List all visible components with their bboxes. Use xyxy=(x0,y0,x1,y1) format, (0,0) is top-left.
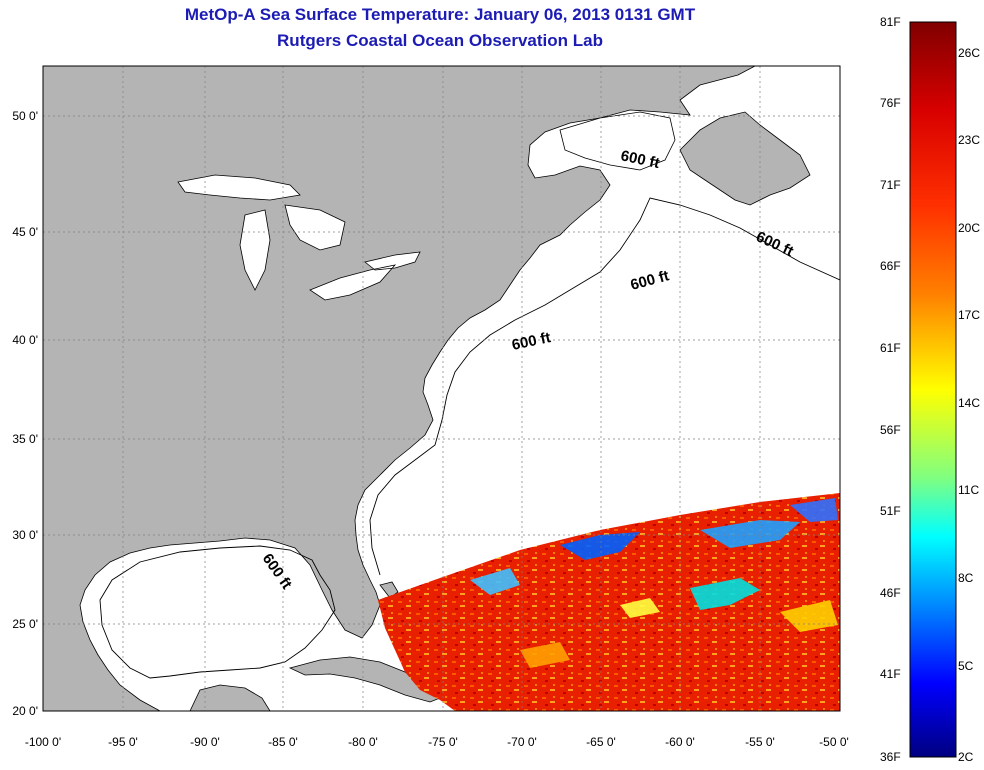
colorbar-f-label: 46F xyxy=(880,586,901,600)
gulf-st-lawrence xyxy=(559,111,676,171)
colorbar-c-label: 5C xyxy=(958,659,974,673)
lon-tick-label: -85 0' xyxy=(268,735,298,749)
lon-tick-label: -80 0' xyxy=(348,735,378,749)
isobath-600ft xyxy=(99,197,840,679)
map-title: MetOp-A Sea Surface Temperature: January… xyxy=(184,5,696,24)
lon-axis: -100 0' -95 0' -90 0' -85 0' -80 0' -75 … xyxy=(25,735,849,749)
colorbar-f-label: 66F xyxy=(880,259,901,273)
colorbar-f-label: 71F xyxy=(880,178,901,192)
colorbar-f-label: 81F xyxy=(880,15,901,29)
colorbar-f-label: 61F xyxy=(880,341,901,355)
lon-tick-label: -50 0' xyxy=(819,735,849,749)
colorbar-gradient xyxy=(909,21,957,758)
lat-tick-label: 45 0' xyxy=(12,225,38,239)
map-frame xyxy=(42,65,841,712)
great-lakes xyxy=(177,174,421,301)
lat-tick-label: 40 0' xyxy=(12,333,38,347)
map-subtitle: Rutgers Coastal Ocean Observation Lab xyxy=(277,31,603,50)
colorbar-c-label: 14C xyxy=(958,396,980,410)
newfoundland-land xyxy=(679,111,811,206)
colorbar-c-label: 8C xyxy=(958,571,974,585)
lat-tick-label: 30 0' xyxy=(12,528,38,542)
colorbar-c-label: 20C xyxy=(958,221,980,235)
colorbar-c-label: 17C xyxy=(958,308,980,322)
colorbar-f-label: 56F xyxy=(880,423,901,437)
colorbar-c-label: 2C xyxy=(958,750,974,764)
colorbar: 81F 76F 71F 66F 61F 56F 51F 46F 41F 36F … xyxy=(880,15,980,764)
lon-tick-label: -60 0' xyxy=(665,735,695,749)
lon-tick-label: -100 0' xyxy=(25,735,61,749)
lon-tick-label: -65 0' xyxy=(586,735,616,749)
lat-tick-label: 35 0' xyxy=(12,432,38,446)
colorbar-f-label: 36F xyxy=(880,750,901,764)
lon-tick-label: -90 0' xyxy=(190,735,220,749)
lon-tick-label: -70 0' xyxy=(507,735,537,749)
colorbar-c-label: 11C xyxy=(958,483,979,497)
cuba-land xyxy=(288,656,441,703)
lat-tick-label: 25 0' xyxy=(12,617,38,631)
lon-tick-label: -75 0' xyxy=(428,735,458,749)
yucatan-land xyxy=(189,684,271,711)
lon-tick-label: -95 0' xyxy=(108,735,138,749)
colorbar-c-label: 26C xyxy=(958,46,980,60)
lon-tick-label: -55 0' xyxy=(745,735,775,749)
colorbar-f-label: 41F xyxy=(880,667,901,681)
colorbar-f-label: 51F xyxy=(880,504,901,518)
sst-swath xyxy=(378,493,840,711)
lat-tick-label: 50 0' xyxy=(12,109,38,123)
colorbar-c-label: 23C xyxy=(958,133,980,147)
colorbar-f-label: 76F xyxy=(880,96,901,110)
lat-axis: 50 0' 45 0' 40 0' 35 0' 30 0' 25 0' 20 0… xyxy=(12,109,38,718)
lat-tick-label: 20 0' xyxy=(12,704,38,718)
